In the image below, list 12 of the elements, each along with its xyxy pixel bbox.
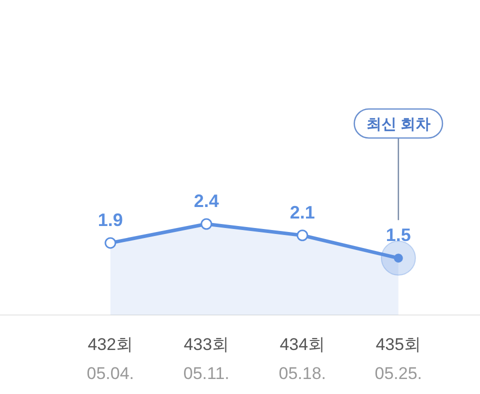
data-label: 1.9 [98, 210, 123, 230]
x-tick: 433회 05.11. [183, 335, 230, 383]
point [104, 237, 116, 249]
text: 최신 회차 [366, 116, 430, 133]
x-tick: 435회 05.25. [374, 335, 422, 383]
point [200, 218, 212, 230]
data-label: 2.4 [194, 191, 219, 211]
data-label: 1.5 [386, 225, 411, 246]
point [296, 230, 308, 242]
x-tick: 432회 05.04. [86, 335, 134, 383]
data-label: 2.1 [290, 202, 315, 222]
x-tick: 434회 05.18. [278, 335, 326, 383]
